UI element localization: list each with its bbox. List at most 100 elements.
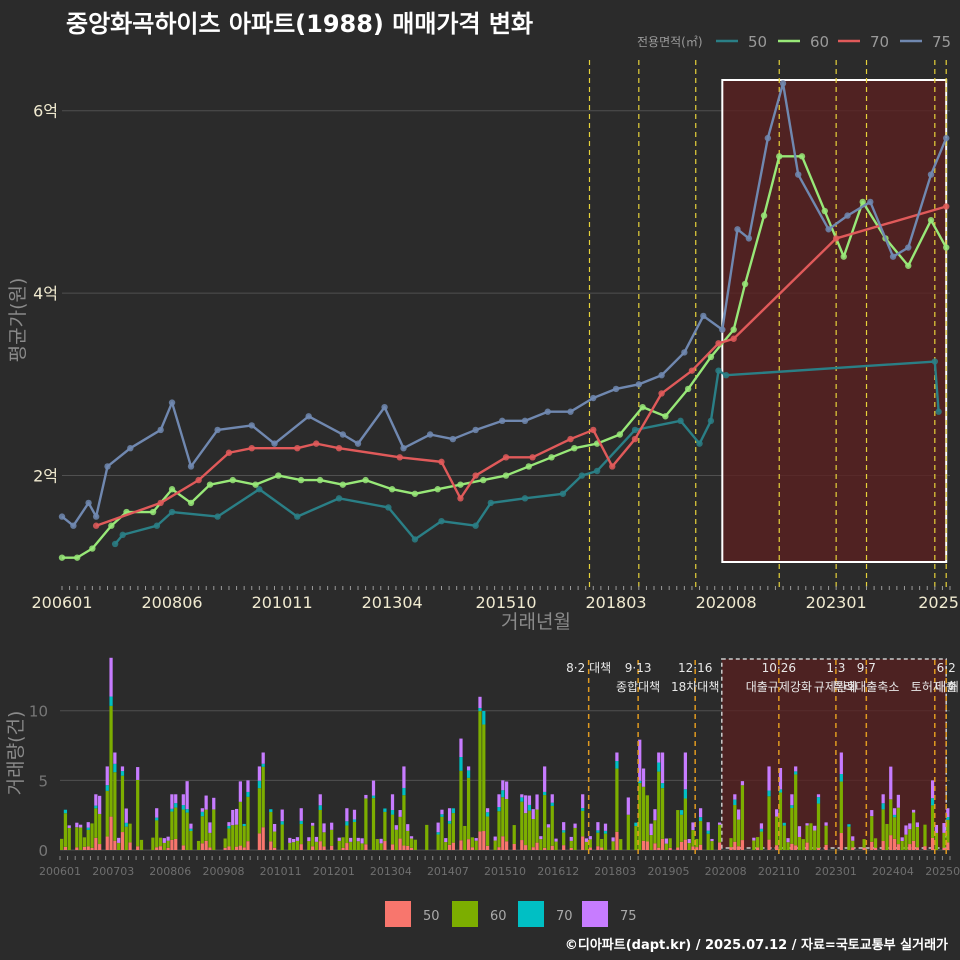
volume-bar-60 [75, 827, 79, 848]
volume-bar-75 [257, 766, 262, 781]
volume-bar-60 [155, 820, 159, 848]
volume-bar-75 [330, 822, 334, 830]
volume-bar-50 [223, 847, 227, 850]
volume-bar-50 [482, 831, 486, 850]
volume-bar-75 [402, 766, 406, 788]
volume-bar-75 [946, 808, 950, 818]
volume-bar-70 [440, 814, 444, 817]
volume-bar-50 [839, 833, 843, 850]
volume-bar-50 [341, 847, 345, 850]
data-point-75 [187, 463, 195, 470]
data-point-75 [305, 413, 312, 420]
volume-bar-75 [318, 794, 322, 806]
x-tick-label: 201510 [484, 865, 526, 878]
volume-bar-60 [603, 833, 608, 850]
data-point-75 [658, 372, 665, 379]
volume-bar-50 [174, 838, 178, 850]
volume-bar-50 [911, 840, 916, 850]
volume-bar-70 [698, 817, 703, 822]
legend-label: 70 [556, 909, 573, 924]
volume-bar-75 [908, 823, 912, 830]
volume-bar-60 [246, 796, 250, 842]
volume-bar-75 [626, 797, 630, 815]
volume-bar-60 [90, 823, 94, 848]
data-point-75 [426, 431, 434, 438]
volume-bar-70 [520, 797, 524, 802]
volume-bar-75 [238, 781, 242, 802]
volume-bar-50 [923, 846, 927, 850]
x-tick-label: 202404 [872, 865, 914, 878]
volume-bar-70 [318, 805, 322, 810]
volume-bar-75 [911, 809, 916, 813]
volume-bar-60 [934, 832, 939, 850]
volume-bar-70 [459, 757, 463, 771]
data-point-70 [313, 440, 320, 447]
x-tick-label: 201905 [648, 865, 690, 878]
volume-bar-75 [307, 837, 311, 842]
volume-bar-75 [174, 794, 178, 804]
policy-date-label: 9·13 [625, 661, 652, 675]
volume-bar-75 [531, 809, 535, 819]
volume-bar-75 [596, 822, 600, 831]
volume-bar-60 [691, 830, 695, 847]
volume-bar-75 [554, 838, 558, 842]
volume-bar-70 [269, 809, 273, 812]
volume-bar-60 [105, 790, 109, 837]
volume-bar-60 [759, 831, 764, 850]
volume-bar-60 [371, 798, 376, 850]
data-point-50 [438, 517, 445, 525]
volume-bar-70 [63, 809, 68, 814]
data-point-50 [472, 522, 479, 529]
volume-bar-60 [117, 842, 121, 850]
volume-bar-60 [242, 826, 246, 848]
volume-bar-75 [200, 808, 204, 812]
volume-bar-60 [588, 839, 592, 848]
x-tick-label: 202506 [925, 865, 960, 878]
data-point-50 [935, 408, 942, 415]
volume-bar-60 [797, 836, 802, 850]
volume-bar-60 [870, 816, 874, 842]
volume-bar-75 [527, 795, 532, 805]
data-point-75 [472, 426, 479, 434]
volume-bar-60 [352, 821, 357, 850]
data-point-75 [58, 513, 66, 520]
volume-bar-50 [246, 841, 250, 850]
volume-bar-75 [311, 822, 315, 826]
volume-bar-60 [272, 831, 277, 848]
legend-label: 75 [932, 33, 951, 51]
data-point-75 [567, 408, 574, 415]
volume-bar-75 [352, 809, 357, 820]
data-point-60 [89, 545, 96, 552]
volume-bar-50 [82, 846, 87, 850]
volume-bar-60 [930, 805, 935, 838]
data-point-50 [214, 513, 221, 520]
data-point-60 [411, 490, 419, 497]
volume-bar-60 [82, 837, 87, 847]
data-point-75 [590, 394, 597, 402]
x-tick-label: 200601 [39, 865, 81, 878]
volume-bar-60 [824, 825, 828, 845]
volume-bar-60 [295, 840, 300, 850]
volume-bar-75 [246, 780, 250, 792]
volume-bar-60 [600, 838, 604, 848]
volume-bar-60 [257, 788, 262, 834]
highlight-box [721, 658, 947, 849]
volume-bar-50 [105, 836, 109, 850]
volume-bar-60 [196, 840, 201, 850]
volume-bar-50 [383, 841, 387, 850]
volume-bar-60 [311, 825, 315, 847]
volume-bar-70 [345, 821, 349, 826]
data-point-70 [590, 426, 597, 434]
volume-bar-50 [364, 844, 368, 850]
volume-bar-50 [311, 846, 315, 850]
volume-bar-60 [535, 809, 539, 843]
volume-bar-60 [641, 786, 646, 841]
volume-bar-60 [406, 830, 410, 846]
volume-bar-60 [775, 816, 779, 846]
volume-bar-60 [767, 796, 771, 840]
volume-bar-60 [227, 828, 231, 847]
data-point-75 [381, 403, 388, 411]
volume-bar-75 [615, 752, 619, 762]
volume-bar-60 [470, 837, 475, 848]
volume-bar-75 [569, 836, 573, 841]
